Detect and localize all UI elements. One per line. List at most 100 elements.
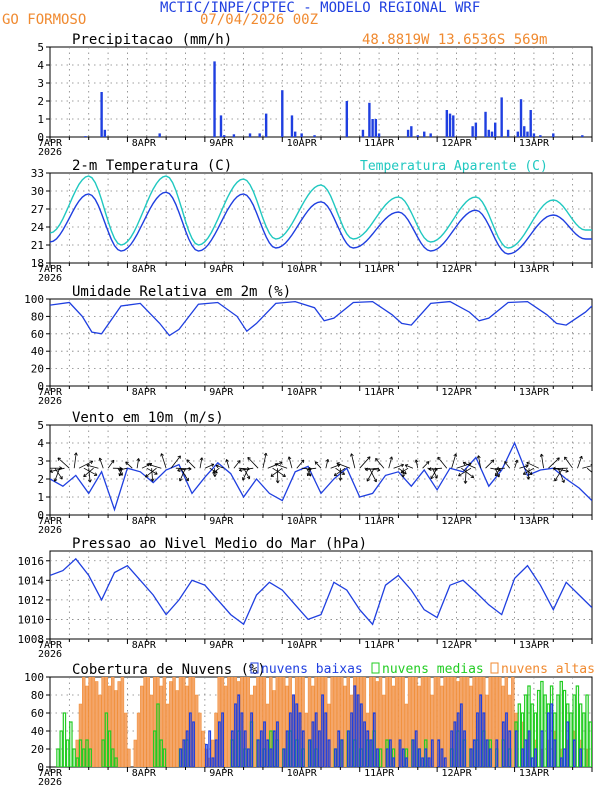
cloud-low-bar <box>311 721 315 767</box>
clouds-xtick-label: 8APR <box>132 768 157 779</box>
cloud-low-bar <box>250 712 254 767</box>
humidity-ytick-label: 60 <box>31 328 44 341</box>
cloud-high-bar <box>117 681 121 767</box>
cloud-low-bar <box>440 748 444 767</box>
wind-arrow <box>350 453 356 469</box>
cloud-low-bar <box>398 739 402 767</box>
pressure-year-label: 2026 <box>38 649 62 660</box>
cloud-high-bar <box>101 677 105 767</box>
wind-arrow-head <box>57 457 61 461</box>
cloud-low-bar <box>385 748 389 767</box>
wind-xtick-label: 8APR <box>132 516 157 527</box>
coordinates-label: 48.8819W 13.6536S 569m <box>362 32 547 48</box>
wind-arrow-head <box>525 464 529 469</box>
humidity-ytick-label: 40 <box>31 345 44 358</box>
precip-bar <box>232 134 236 137</box>
cloud-low-bar <box>572 739 576 767</box>
wind-arrow-head <box>514 459 519 463</box>
precip-bar <box>371 119 374 137</box>
wind-arrow-head <box>210 463 215 467</box>
cloud-low-bar <box>421 757 425 767</box>
cloud-low-bar <box>301 730 305 767</box>
wind-ytick-label: 5 <box>37 419 44 432</box>
wind-arrow <box>118 467 128 471</box>
cloud-mid-bar <box>517 703 522 767</box>
cloud-high-bar <box>253 685 257 767</box>
cloud-low-bar <box>372 712 376 767</box>
cloud-low-bar <box>521 748 525 767</box>
wind-xtick-label: 7APR <box>38 516 63 527</box>
wind-arrow <box>239 467 254 471</box>
wind-arrow-head <box>177 455 181 459</box>
cloud-high-bar <box>269 677 273 767</box>
cloud-high-bar <box>423 677 428 767</box>
precip-bar <box>248 133 252 137</box>
precip-bar <box>506 129 510 137</box>
wind-arrow <box>415 459 419 469</box>
temperature-ytick-label: 33 <box>31 167 44 180</box>
precip-xtick-label: 8APR <box>132 138 157 149</box>
cloud-low-bar <box>534 748 537 767</box>
cloud-mid-bar <box>82 748 86 767</box>
precip-xtick-label: 12APR <box>442 138 473 149</box>
precip-bar <box>423 131 426 137</box>
cloud-mid-bar <box>530 703 534 767</box>
wind-arrow-head <box>333 472 338 477</box>
wind-arrow <box>107 459 115 469</box>
clouds-xtick-label: 13APR <box>519 768 550 779</box>
cloud-high-bar <box>114 690 118 767</box>
legend-high-cloud-box <box>490 662 499 674</box>
cloud-high-bar <box>82 677 86 767</box>
wind-arrow <box>504 461 511 469</box>
pressure-ytick-label: 1012 <box>18 594 45 607</box>
cloud-low-bar <box>579 748 583 767</box>
precip-bar <box>445 110 449 137</box>
wind-arrow-head <box>93 472 98 476</box>
wind-arrow <box>288 456 293 469</box>
wind-arrow <box>179 468 186 482</box>
wind-arrow <box>365 467 380 471</box>
wind-arrow <box>180 467 189 482</box>
cloud-low-bar <box>401 748 405 767</box>
cloud-mid-bar <box>536 689 541 767</box>
cloud-low-bar <box>505 712 508 767</box>
cloud-high-bar <box>488 677 492 767</box>
clouds-title: Cobertura de Nuvens (%) <box>72 662 266 678</box>
pressure-xtick-label: 7APR <box>38 640 63 651</box>
wind-arrow-head <box>306 472 311 477</box>
wind-arrow-head <box>539 453 544 457</box>
cloud-mid-bar <box>153 730 157 767</box>
precip-bar <box>103 129 107 137</box>
wind-arrow-head <box>504 461 508 465</box>
clouds-ytick-label: 0 <box>37 761 44 774</box>
wind-ytick-label: 2 <box>37 473 44 486</box>
precip-bars <box>84 61 584 137</box>
wind-arrow-head <box>275 480 280 484</box>
cloud-high-bar <box>178 677 183 767</box>
humidity-title: Umidade Relativa em 2m (%) <box>72 284 291 300</box>
wind-speed-line-group <box>50 441 592 512</box>
wind-arrow-head <box>350 453 354 457</box>
precip-bar <box>539 135 542 137</box>
chart-title: MCTIC/INPE/CPTEC - MODELO REGIONAL WRF <box>160 0 480 16</box>
wind-arrow <box>88 468 91 483</box>
wind-arrow-head <box>494 472 499 477</box>
cloud-high-bar <box>256 677 260 767</box>
precip-bar <box>448 113 452 137</box>
wind-arrow-head <box>237 460 241 464</box>
cloud-low-bar <box>366 730 370 767</box>
cloud-mid-bar <box>69 721 73 767</box>
clouds-ytick-label: 20 <box>31 743 44 756</box>
wind-arrow-head <box>89 460 94 464</box>
humidity-ytick-label: 20 <box>31 363 44 376</box>
wind-arrow <box>405 464 414 469</box>
wind-arrow-head <box>565 469 569 473</box>
wind-arrow-head <box>279 461 283 465</box>
cloud-low-bar <box>314 712 318 767</box>
wind-arrow <box>160 453 167 469</box>
precip-bar <box>519 99 523 137</box>
cloud-high-bar <box>152 677 157 767</box>
precip-bar <box>293 131 297 137</box>
cloud-low-bar <box>256 739 260 767</box>
wind-arrow <box>262 452 267 469</box>
